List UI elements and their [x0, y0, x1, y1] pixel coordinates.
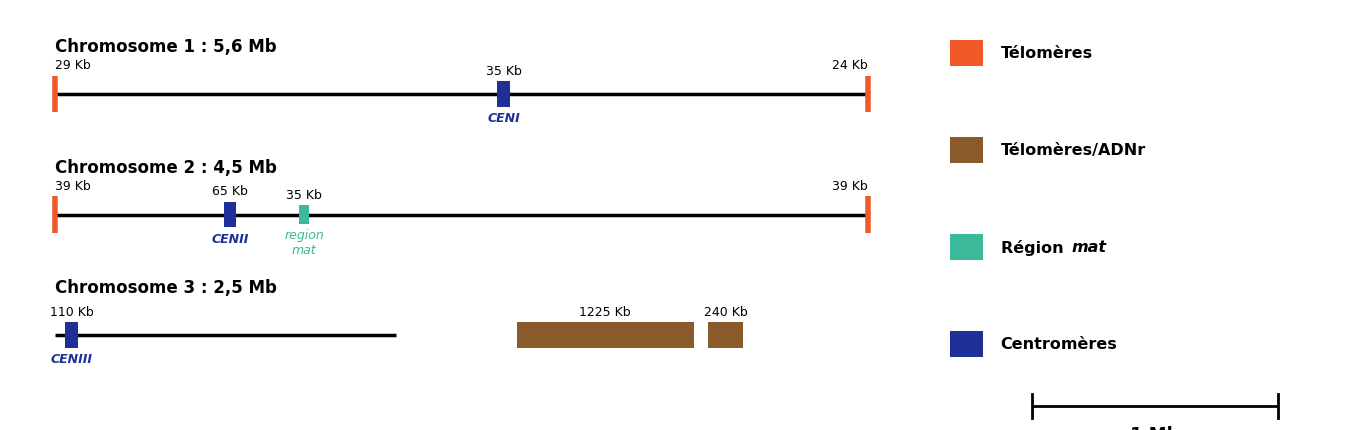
Bar — [224, 202, 236, 228]
Bar — [708, 322, 744, 348]
Text: 1225 Kb: 1225 Kb — [580, 305, 632, 318]
Text: 39 Kb: 39 Kb — [55, 180, 90, 193]
Text: 1 Mb: 1 Mb — [1131, 425, 1180, 430]
Bar — [498, 82, 510, 108]
Text: 35 Kb: 35 Kb — [286, 189, 323, 202]
Text: 29 Kb: 29 Kb — [55, 59, 90, 72]
Text: Télomères/ADNr: Télomères/ADNr — [1001, 143, 1146, 158]
Bar — [950, 138, 983, 163]
Bar — [950, 41, 983, 67]
Text: Chromosome 2 : 4,5 Mb: Chromosome 2 : 4,5 Mb — [55, 158, 276, 176]
Bar — [950, 331, 983, 357]
Text: CENII: CENII — [212, 232, 249, 245]
Text: Région: Région — [1001, 239, 1069, 255]
Text: Chromosome 1 : 5,6 Mb: Chromosome 1 : 5,6 Mb — [55, 38, 276, 56]
Text: CENIII: CENIII — [51, 353, 93, 366]
Bar — [66, 322, 78, 348]
Text: 110 Kb: 110 Kb — [49, 305, 93, 318]
Text: mat: mat — [1072, 240, 1107, 255]
Text: Chromosome 3 : 2,5 Mb: Chromosome 3 : 2,5 Mb — [55, 279, 276, 297]
Text: region
mat: region mat — [284, 228, 324, 256]
Bar — [950, 234, 983, 260]
Text: 24 Kb: 24 Kb — [833, 59, 868, 72]
Text: Télomères: Télomères — [1001, 46, 1092, 61]
Text: Centromères: Centromères — [1001, 337, 1117, 351]
Text: 39 Kb: 39 Kb — [833, 180, 868, 193]
Text: 35 Kb: 35 Kb — [485, 64, 521, 77]
Text: 65 Kb: 65 Kb — [212, 185, 247, 198]
Bar — [299, 206, 309, 224]
Text: CENI: CENI — [487, 112, 519, 125]
Bar — [517, 322, 694, 348]
Text: 240 Kb: 240 Kb — [704, 305, 748, 318]
